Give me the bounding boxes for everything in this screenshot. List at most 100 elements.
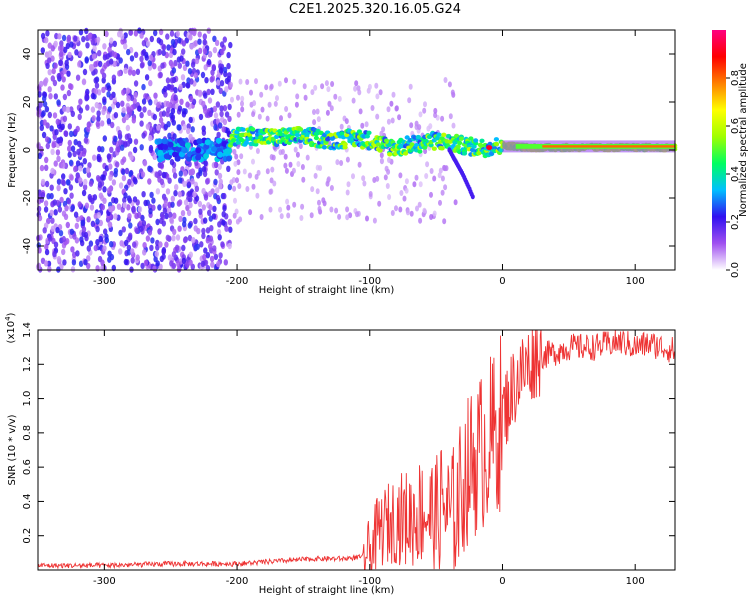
spectrogram-cell: [147, 229, 153, 236]
spectrogram-cell: [181, 40, 187, 47]
spectrogram-cell: [176, 261, 181, 268]
spectrogram-cell: [206, 27, 211, 34]
spectrogram-cell: [379, 152, 384, 159]
spectrogram-cell: [333, 93, 338, 100]
spectrogram-cell: [405, 209, 410, 216]
spectrogram-cell: [163, 123, 168, 131]
spectrogram-cell: [161, 110, 167, 117]
spectrogram-cell: [440, 175, 445, 182]
spectrogram-cell: [189, 43, 194, 50]
spectrogram-cell: [97, 50, 102, 57]
spectrogram-cell: [83, 231, 89, 239]
spectrogram-cell: [78, 107, 84, 114]
spectrogram-cell: [96, 155, 102, 163]
spectrogram-cell: [152, 265, 157, 272]
spectrogram-cell: [81, 78, 87, 85]
spectrogram-cell: [233, 197, 237, 204]
spectrogram-cell: [71, 259, 77, 266]
spectrogram-cell: [161, 246, 167, 254]
spectrogram-cell: [197, 31, 202, 38]
spectrogram-cell: [84, 95, 89, 102]
spectrogram-cell: [105, 53, 110, 60]
spectrogram-cell: [178, 170, 183, 177]
spectrogram-cell: [66, 89, 72, 97]
spectrogram-cell: [162, 144, 169, 150]
spectrogram-cell: [40, 191, 46, 199]
spectrogram-y-tick-label: 40: [22, 48, 33, 61]
spectrogram-cell: [312, 109, 316, 115]
spectrogram-cell: [315, 108, 320, 115]
spectrogram-cell: [141, 98, 147, 105]
spectrogram-cell: [86, 262, 91, 270]
spectrogram-cell: [217, 221, 222, 228]
spectrogram-cell: [62, 259, 67, 266]
spectrogram-cell: [65, 106, 71, 113]
spectrogram-cell: [334, 207, 339, 214]
spectrogram-cell: [227, 218, 232, 226]
spectrogram-cell: [200, 260, 206, 268]
spectrogram-cell: [126, 106, 131, 113]
spectrogram-cell: [42, 119, 47, 126]
spectrogram-cell: [203, 160, 208, 167]
spectrogram-cell: [423, 101, 427, 108]
spectrogram-cell: [389, 100, 394, 107]
spectrogram-cell: [83, 137, 89, 144]
spectrogram-cell: [346, 181, 351, 188]
spectrogram-cell: [130, 248, 135, 255]
spectrogram-cell: [147, 59, 152, 67]
spectrogram-cell: [267, 101, 272, 108]
colorbar-gradient: [712, 30, 726, 270]
spectrogram-cell: [90, 106, 96, 113]
spectrogram-cell: [221, 211, 226, 218]
spectrogram-cell: [295, 151, 300, 158]
spectrogram-cell: [147, 109, 152, 117]
spectrogram-cell: [171, 167, 177, 174]
spectrogram-cell: [86, 125, 91, 133]
spectrogram-cell: [270, 166, 275, 173]
spectrogram-cell: [226, 165, 231, 172]
spectrogram-cell: [121, 226, 127, 233]
spectrogram-cell: [112, 51, 118, 58]
spectrogram-cell: [141, 220, 147, 227]
spectrogram-cell: [161, 49, 166, 56]
spectrogram-cell: [140, 214, 145, 222]
spectrogram-cell: [144, 74, 150, 81]
spectrogram-cell: [216, 228, 222, 236]
spectrogram-cell: [86, 245, 92, 252]
spectrogram-cell: [50, 75, 55, 82]
spectrogram-cell: [89, 204, 95, 211]
snr-ticks: -300 -200 -100 0 100 0.2 0.4 0.6 0.8 1.0 1.2 1.4: [22, 322, 675, 587]
spectrogram-cell: [232, 185, 237, 192]
spectrogram-cell: [198, 208, 203, 215]
spectrogram-cell: [167, 141, 174, 148]
snr-scale-label: (x104): [4, 312, 17, 343]
spectrogram-cell: [275, 95, 279, 102]
spectrogram-cell: [211, 146, 217, 152]
spectrogram-cell: [62, 46, 68, 53]
spectrogram-cell: [188, 34, 193, 41]
spectrogram-cell: [379, 130, 384, 137]
spectrogram-cell: [96, 115, 101, 123]
spectrogram-cell: [175, 234, 181, 241]
spectrogram-cell: [493, 141, 499, 147]
spectrogram-cell: [268, 206, 273, 213]
spectrogram-cell: [132, 176, 137, 183]
spectrogram-cell: [153, 29, 158, 37]
spectrogram-cell: [398, 206, 403, 213]
spectrogram-cell: [92, 45, 97, 52]
spectrogram-x-tick-label: 0: [499, 276, 505, 287]
spectrogram-cell: [486, 145, 493, 151]
spectrogram-cell: [100, 68, 105, 75]
spectrogram-cell: [216, 79, 221, 86]
spectrogram-cell: [141, 132, 146, 139]
spectrogram-cell: [98, 235, 103, 243]
spectrogram-cell: [357, 89, 362, 96]
spectrogram-cell: [69, 130, 74, 138]
spectrogram-cell: [337, 95, 342, 102]
spectrogram-cell: [157, 228, 162, 235]
spectrogram-cell: [132, 241, 137, 248]
spectrogram-cell: [159, 154, 165, 161]
spectrogram-cell: [202, 48, 208, 55]
spectrogram-cell: [83, 178, 88, 186]
